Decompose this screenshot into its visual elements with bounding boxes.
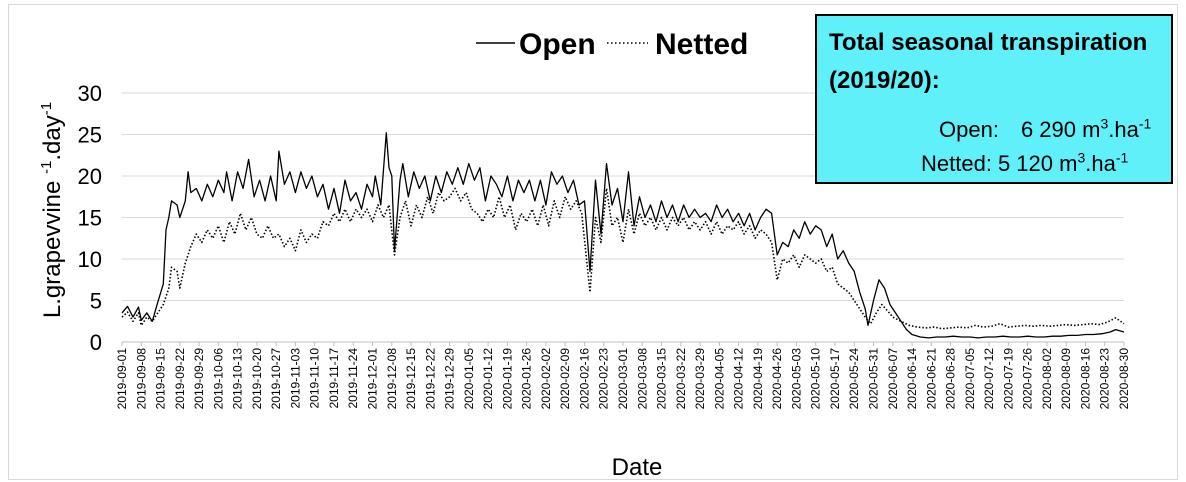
- info-netted-label: Netted:: [921, 151, 992, 176]
- y-tick-label: 10: [78, 247, 102, 272]
- info-open-value: 6 290 m: [1020, 117, 1101, 142]
- x-tick-label: 2020-08-30: [1117, 348, 1131, 410]
- x-tick-label: 2020-08-09: [1059, 348, 1073, 410]
- x-tick-label: 2020-06-14: [905, 348, 919, 410]
- info-open-sup: 3: [1100, 115, 1109, 132]
- x-tick-label: 2020-05-10: [809, 348, 823, 410]
- chart-frame: [8, 4, 1178, 480]
- y-tick-label: 5: [90, 289, 102, 314]
- x-tick-label: 2019-12-15: [404, 348, 418, 410]
- x-tick-label: 2019-11-10: [308, 348, 322, 409]
- x-tick-label: 2019-11-03: [288, 348, 302, 409]
- seasonal-transpiration-box: Total seasonal transpiration (2019/20): …: [815, 14, 1173, 184]
- x-tick-label: 2020-03-15: [655, 348, 669, 410]
- x-tick-label: 2020-05-03: [789, 348, 803, 410]
- y-axis-label-mid: .day: [39, 115, 66, 160]
- info-open-unit-sup: -1: [1138, 115, 1152, 132]
- x-tick-label: 2020-03-22: [674, 348, 688, 410]
- x-tick-label: 2020-02-02: [539, 348, 553, 410]
- x-tick-label: 2019-11-24: [346, 348, 360, 409]
- x-tick-label: 2020-01-05: [462, 348, 476, 410]
- info-open-label: Open:: [939, 117, 999, 142]
- x-tick-label: 2019-09-08: [134, 348, 148, 410]
- x-tick-label: 2020-03-29: [693, 348, 707, 410]
- info-netted-unit-sup: -1: [1115, 149, 1129, 166]
- info-box-title-line2: (2019/20):: [829, 67, 940, 94]
- x-tick-label: 2019-11-17: [327, 348, 341, 409]
- x-tick-label: 2020-01-26: [520, 348, 534, 410]
- x-tick-label: 2019-12-29: [443, 348, 457, 410]
- legend: Open Netted: [476, 28, 748, 61]
- y-axis-label-sup1: -1: [38, 161, 55, 174]
- legend-open-label: Open: [519, 28, 596, 61]
- y-tick-label: 30: [78, 81, 102, 106]
- x-tick-label: 2020-02-16: [577, 348, 591, 410]
- x-tick-label: 2019-12-22: [423, 348, 437, 410]
- info-box-title-line1: Total seasonal transpiration: [829, 29, 1148, 56]
- x-tick-label: 2020-05-31: [867, 348, 881, 410]
- legend-netted-label: Netted: [655, 28, 748, 61]
- series-line-open: [121, 132, 1125, 339]
- x-tick-label: 2019-12-01: [366, 348, 380, 410]
- x-tick-labels: 2019-09-01 2019-09-08 2019-09-15 2019-09-22…: [115, 342, 1131, 409]
- x-tick-label: 2020-07-26: [1021, 348, 1035, 410]
- x-tick-label: 2019-10-27: [269, 348, 283, 410]
- x-tick-label: 2020-05-17: [828, 348, 842, 410]
- x-tick-label: 2020-06-28: [944, 348, 958, 410]
- info-open-row: Open: 6 290 m3.ha-1: [939, 116, 1151, 144]
- info-netted-sup: 3: [1077, 149, 1086, 166]
- x-tick-label: 2020-07-19: [1001, 348, 1015, 410]
- x-tick-label: 2020-04-05: [712, 348, 726, 410]
- x-tick-label: 2019-10-20: [250, 348, 264, 410]
- x-tick-label: 2020-06-07: [886, 348, 900, 410]
- x-tick-label: 2020-03-08: [635, 348, 649, 410]
- x-tick-label: 2020-07-12: [982, 348, 996, 410]
- x-tick-label: 2020-07-05: [963, 348, 977, 410]
- y-tick-labels: 0 5 10 15 20 25 30: [78, 81, 102, 355]
- x-tick-label: 2020-08-16: [1078, 348, 1092, 410]
- x-tick-label: 2019-09-22: [173, 348, 187, 410]
- x-tick-label: 2020-08-23: [1098, 348, 1112, 410]
- x-tick-label: 2020-02-23: [597, 348, 611, 410]
- x-tick-label: 2019-09-29: [192, 348, 206, 410]
- x-tick-label: 2020-01-12: [481, 348, 495, 410]
- x-tick-label: 2020-05-24: [847, 348, 861, 410]
- x-tick-label: 2020-02-09: [558, 348, 572, 410]
- y-tick-label: 15: [78, 206, 102, 231]
- series-line-netted: [121, 187, 1125, 330]
- x-tick-label: 2020-08-02: [1040, 348, 1054, 410]
- x-tick-label: 2019-09-15: [154, 348, 168, 410]
- y-tick-label: 25: [78, 123, 102, 148]
- x-tick-label: 2019-10-13: [231, 348, 245, 410]
- y-axis-label-main: L.grapevvine: [39, 174, 66, 318]
- info-netted-row: Netted: 5 120 m3.ha-1: [921, 150, 1128, 178]
- x-tick-label: 2020-01-19: [500, 348, 514, 410]
- info-netted-unit: .ha: [1085, 151, 1116, 176]
- series-lines: [121, 132, 1125, 339]
- x-tick-label: 2020-04-19: [751, 348, 765, 410]
- x-tick-label: 2019-10-06: [211, 348, 225, 410]
- y-tick-label: 20: [78, 164, 102, 189]
- info-open-unit: .ha: [1108, 117, 1139, 142]
- y-tick-label: 0: [90, 330, 102, 355]
- x-tick-label: 2020-04-12: [732, 348, 746, 410]
- x-tick-label: 2019-12-08: [385, 348, 399, 410]
- info-box-title: Total seasonal transpiration (2019/20):: [829, 24, 1147, 100]
- y-axis-label: L.grapevvine -1.day-1: [38, 102, 66, 318]
- y-axis-label-sup2: -1: [38, 102, 55, 115]
- info-netted-value: 5 120 m: [997, 151, 1078, 176]
- x-tick-label: 2020-06-21: [924, 348, 938, 410]
- x-tick-label: 2019-09-01: [115, 348, 129, 410]
- x-axis-label: Date: [612, 454, 663, 481]
- x-tick-label: 2020-04-26: [770, 348, 784, 410]
- x-tick-label: 2020-03-01: [616, 348, 630, 410]
